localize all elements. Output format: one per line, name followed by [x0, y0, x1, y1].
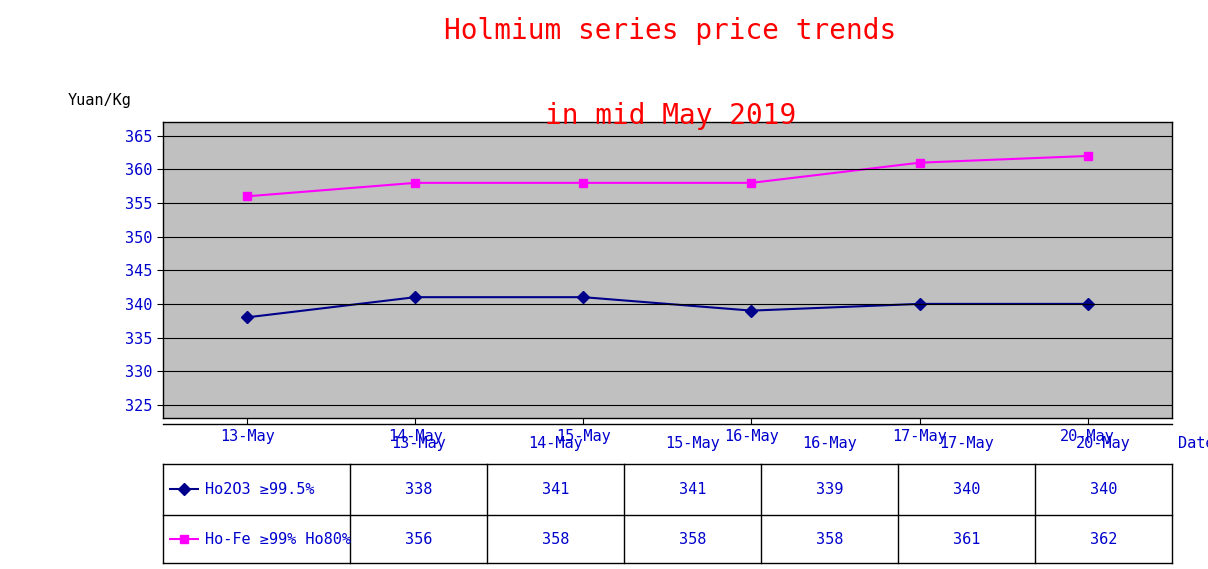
Text: Ho2O3 ≥99.5%: Ho2O3 ≥99.5% [205, 482, 315, 497]
Text: Ho-Fe ≥99% Ho80%: Ho-Fe ≥99% Ho80% [205, 531, 352, 547]
Text: Holmium series price trends: Holmium series price trends [445, 17, 896, 45]
Text: 16-May: 16-May [802, 436, 856, 451]
Text: 13-May: 13-May [391, 436, 446, 451]
Text: 358: 358 [815, 531, 843, 547]
Text: 362: 362 [1090, 531, 1117, 547]
Text: 339: 339 [815, 482, 843, 497]
Text: 340: 340 [953, 482, 980, 497]
Text: 17-May: 17-May [939, 436, 994, 451]
Text: 14-May: 14-May [528, 436, 583, 451]
Text: 358: 358 [542, 531, 569, 547]
Text: 361: 361 [953, 531, 980, 547]
Text: in mid May 2019: in mid May 2019 [545, 102, 796, 130]
Text: 341: 341 [542, 482, 569, 497]
Text: 20-May: 20-May [1076, 436, 1131, 451]
Text: Yuan/Kg: Yuan/Kg [68, 93, 132, 108]
Text: 356: 356 [405, 531, 432, 547]
Text: Date: Date [1178, 436, 1208, 451]
Text: 340: 340 [1090, 482, 1117, 497]
Text: 341: 341 [679, 482, 707, 497]
Text: 338: 338 [405, 482, 432, 497]
Text: 15-May: 15-May [666, 436, 720, 451]
Text: 358: 358 [679, 531, 707, 547]
